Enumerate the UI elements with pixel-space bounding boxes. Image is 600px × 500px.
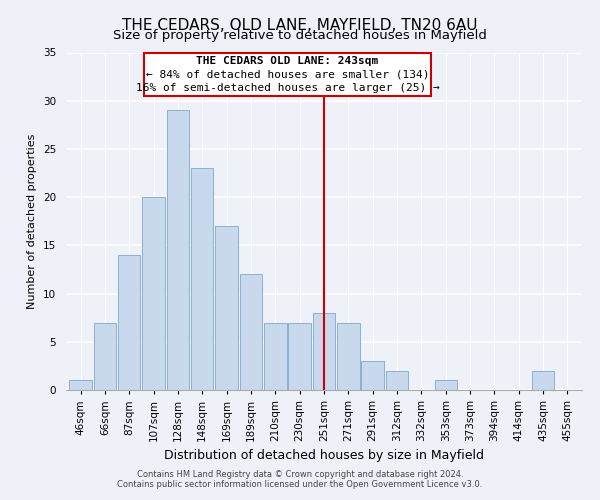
Text: THE CEDARS OLD LANE: 243sqm: THE CEDARS OLD LANE: 243sqm [196, 56, 379, 66]
Bar [118, 255, 140, 390]
X-axis label: Distribution of detached houses by size in Mayfield: Distribution of detached houses by size … [164, 450, 484, 462]
Bar [532, 370, 554, 390]
Bar [70, 380, 92, 390]
Bar [215, 226, 238, 390]
Bar [167, 110, 189, 390]
Bar [337, 322, 359, 390]
Text: ← 84% of detached houses are smaller (134): ← 84% of detached houses are smaller (13… [146, 70, 429, 80]
Text: 16% of semi-detached houses are larger (25) →: 16% of semi-detached houses are larger (… [136, 84, 439, 94]
Bar [386, 370, 408, 390]
Bar [289, 322, 311, 390]
Text: Size of property relative to detached houses in Mayfield: Size of property relative to detached ho… [113, 29, 487, 42]
Bar [191, 168, 214, 390]
Bar [313, 313, 335, 390]
Text: THE CEDARS, OLD LANE, MAYFIELD, TN20 6AU: THE CEDARS, OLD LANE, MAYFIELD, TN20 6AU [122, 18, 478, 32]
FancyBboxPatch shape [144, 52, 431, 96]
Bar [94, 322, 116, 390]
Bar [264, 322, 287, 390]
Bar [142, 197, 165, 390]
Y-axis label: Number of detached properties: Number of detached properties [28, 134, 37, 309]
Bar [240, 274, 262, 390]
Bar [361, 361, 384, 390]
Bar [434, 380, 457, 390]
Text: Contains HM Land Registry data © Crown copyright and database right 2024.
Contai: Contains HM Land Registry data © Crown c… [118, 470, 482, 489]
